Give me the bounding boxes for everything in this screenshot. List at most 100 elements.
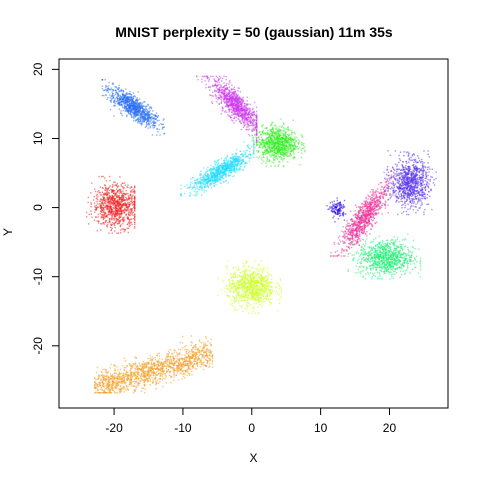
data-point [116, 97, 119, 100]
data-point [206, 175, 208, 177]
data-point [222, 77, 224, 80]
data-point [130, 107, 133, 109]
data-point [119, 98, 121, 101]
data-point [90, 202, 92, 204]
data-point [139, 107, 141, 109]
data-point [232, 97, 235, 99]
data-point [220, 91, 223, 93]
data-point [206, 183, 208, 186]
data-point [158, 124, 160, 126]
data-point [252, 112, 254, 114]
data-point [267, 150, 270, 152]
data-point [249, 147, 251, 150]
data-point [389, 193, 391, 195]
data-point [139, 113, 141, 116]
data-point [235, 108, 237, 111]
data-point [123, 100, 125, 103]
data-point [276, 133, 278, 135]
data-point [102, 209, 104, 212]
data-point [118, 194, 120, 197]
data-point [133, 117, 135, 120]
data-point [215, 90, 217, 93]
data-point [369, 217, 371, 219]
data-point [277, 165, 279, 167]
data-point [118, 103, 120, 106]
data-point [257, 151, 259, 154]
data-point [189, 193, 192, 195]
data-point [101, 191, 103, 193]
data-point [152, 110, 154, 112]
data-point [210, 167, 213, 170]
data-point [340, 210, 342, 212]
data-point [132, 96, 134, 98]
data-point [127, 195, 130, 197]
data-point [273, 162, 275, 164]
data-point [109, 219, 111, 221]
data-point [95, 194, 98, 197]
data-point [154, 124, 157, 127]
data-point [266, 152, 268, 154]
data-point [111, 91, 113, 93]
data-point [210, 176, 213, 178]
data-point [197, 182, 199, 185]
data-point [233, 94, 235, 96]
data-point [215, 175, 217, 178]
data-point [104, 211, 107, 214]
data-point [134, 108, 136, 111]
data-point [85, 211, 88, 214]
data-point [126, 96, 128, 98]
data-point [118, 210, 121, 212]
data-point [282, 165, 285, 167]
data-point [223, 97, 225, 99]
data-point [101, 223, 103, 225]
data-point [222, 94, 224, 96]
data-point [235, 161, 237, 163]
data-point [103, 193, 105, 195]
data-point [234, 113, 237, 116]
data-point [128, 107, 131, 109]
data-point [271, 161, 273, 163]
data-point [125, 209, 128, 211]
data-point [283, 141, 286, 144]
data-point [267, 152, 269, 155]
data-point [163, 126, 165, 128]
data-point [232, 169, 234, 171]
data-point [238, 107, 240, 110]
data-point [231, 104, 233, 107]
data-point [247, 112, 250, 115]
data-point [281, 149, 284, 151]
data-point [292, 158, 295, 160]
data-point [279, 134, 282, 137]
data-point [232, 120, 234, 122]
data-point [123, 218, 125, 220]
data-point [274, 152, 277, 155]
data-point [232, 153, 234, 155]
data-point [242, 101, 244, 104]
data-point [245, 103, 247, 105]
data-point [278, 149, 280, 151]
data-point [116, 203, 119, 205]
data-point [122, 200, 124, 203]
data-point [108, 189, 111, 192]
data-point [215, 161, 218, 164]
data-point [101, 85, 104, 87]
data-point [206, 76, 209, 79]
data-point [113, 100, 115, 102]
data-point [232, 110, 234, 112]
data-point [243, 150, 245, 153]
data-point [301, 152, 303, 154]
data-point [134, 101, 136, 103]
data-point [263, 140, 265, 142]
data-point [263, 144, 265, 146]
data-point [289, 141, 292, 144]
data-point [265, 162, 267, 164]
data-point [232, 168, 235, 171]
data-point [248, 118, 250, 120]
data-point [365, 196, 367, 199]
data-point [148, 117, 151, 120]
data-point [132, 97, 135, 100]
data-point [280, 141, 283, 143]
data-point [240, 114, 243, 116]
data-point [341, 212, 344, 215]
data-point [95, 207, 97, 209]
